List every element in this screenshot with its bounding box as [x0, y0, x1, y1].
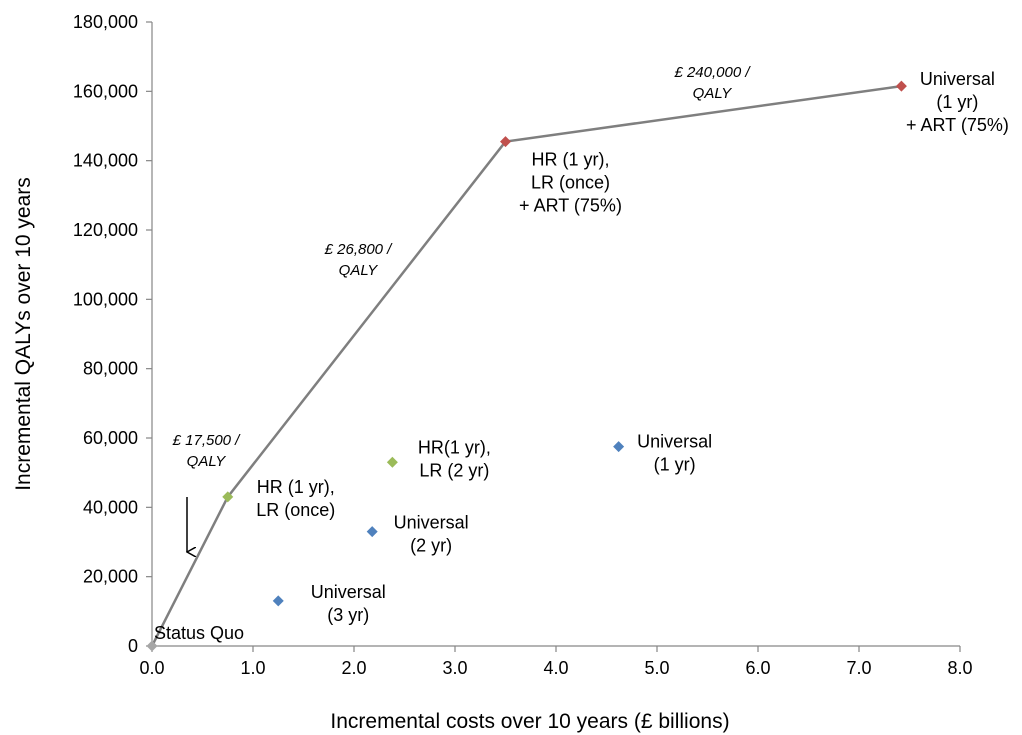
point-label-universal-2yr-line: (2 yr): [410, 536, 452, 556]
point-label-universal-1yr-line: Universal: [637, 432, 712, 452]
y-tick-label: 60,000: [83, 428, 138, 448]
annotation-icer-26800-line: QALY: [339, 262, 379, 279]
annotation-icer-17500-line: QALY: [187, 453, 227, 470]
point-label-universal-3yr: Universal (3 yr): [311, 582, 386, 625]
point-universal-1yr-art: [895, 80, 907, 92]
icer-annotations: £ 17,500 / QALY £ 26,800 / QALY £ 240,000 / Q…: [172, 64, 752, 470]
x-axis-title: Incremental costs over 10 years (£ billi…: [330, 710, 729, 733]
x-tick-label: 4.0: [543, 658, 568, 678]
point-label-hr1-lronce-art: HR (1 yr), LR (once) + ART (75%): [519, 150, 622, 216]
x-tick-label: 1.0: [240, 658, 265, 678]
point-label-universal-1yr: Universal (1 yr): [637, 432, 712, 475]
annotation-icer-240000-line: £ 240,000 /: [673, 64, 751, 81]
point-label-universal-3yr-line: (3 yr): [327, 605, 369, 625]
y-tick-label: 180,000: [73, 12, 138, 32]
y-tick-label: 80,000: [83, 359, 138, 379]
point-label-universal-1yr-art: Universal (1 yr) + ART (75%): [906, 69, 1009, 135]
point-hr1-lronce-art: [500, 136, 511, 148]
y-tick-group: 0 20,000 40,000 60,000 80,000 100,000 120,000 1…: [73, 12, 152, 656]
point-universal-1yr: [613, 441, 625, 453]
point-labels: Status Quo HR (1 yr), LR (once) HR(1 yr), LR…: [154, 69, 1009, 643]
point-universal-3yr: [272, 595, 284, 607]
x-tick-group: 0.0 1.0 2.0 3.0 4.0 5.0 6.0 7.0 8.0: [139, 646, 973, 678]
axes: [151, 22, 960, 647]
point-label-universal-2yr-line: Universal: [394, 513, 469, 533]
point-label-universal-3yr-line: Universal: [311, 582, 386, 602]
point-label-hr1-lr2: HR(1 yr), LR (2 yr): [418, 437, 491, 480]
point-label-hr1-lronce-art-line: HR (1 yr),: [532, 150, 610, 170]
point-label-universal-2yr: Universal (2 yr): [394, 513, 469, 556]
point-label-universal-1yr-line: (1 yr): [654, 455, 696, 475]
annotation-icer-240000: £ 240,000 / QALY: [673, 64, 751, 102]
point-label-hr1-lronce: HR (1 yr), LR (once): [256, 477, 335, 520]
data-points: [146, 80, 907, 652]
point-universal-2yr: [366, 526, 378, 538]
annotation-icer-26800: £ 26,800 / QALY: [324, 241, 394, 279]
x-tick-label: 5.0: [644, 658, 669, 678]
point-hr1-lr2: [386, 456, 398, 468]
annotation-icer-17500-line: £ 17,500 /: [172, 432, 242, 449]
x-tick-label: 7.0: [846, 658, 871, 678]
point-label-status-quo: Status Quo: [154, 623, 244, 643]
x-tick-label: 6.0: [745, 658, 770, 678]
point-label-universal-1yr-art-line: (1 yr): [936, 92, 978, 112]
annotation-icer-240000-line: QALY: [693, 85, 733, 102]
point-status-quo: [146, 640, 158, 652]
y-tick-label: 20,000: [83, 567, 138, 587]
point-label-universal-1yr-art-line: + ART (75%): [906, 115, 1009, 135]
y-tick-label: 160,000: [73, 81, 138, 101]
efficiency-frontier-line: [150, 84, 902, 647]
point-hr1-lronce: [222, 491, 234, 503]
y-tick-label: 0: [128, 636, 138, 656]
x-tick-label: 2.0: [341, 658, 366, 678]
point-label-hr1-lronce-art-line: LR (once): [531, 173, 610, 193]
point-label-universal-1yr-art-line: Universal: [920, 69, 995, 89]
y-axis-title: Incremental QALYs over 10 years: [12, 177, 35, 491]
point-label-status-quo-line: Status Quo: [154, 623, 244, 643]
x-tick-label: 0.0: [139, 658, 164, 678]
point-label-hr1-lr2-line: LR (2 yr): [419, 460, 489, 480]
point-label-hr1-lr2-line: HR(1 yr),: [418, 437, 491, 457]
point-label-hr1-lronce-line: HR (1 yr),: [257, 477, 335, 497]
y-tick-label: 40,000: [83, 497, 138, 517]
point-label-hr1-lronce-line: LR (once): [256, 500, 335, 520]
y-tick-label: 100,000: [73, 289, 138, 309]
annotation-icer-26800-line: £ 26,800 /: [324, 241, 394, 258]
annotation-icer-17500: £ 17,500 / QALY: [172, 432, 242, 470]
y-tick-label: 120,000: [73, 220, 138, 240]
point-label-hr1-lronce-art-line: + ART (75%): [519, 196, 622, 216]
y-tick-label: 140,000: [73, 151, 138, 171]
x-tick-label: 3.0: [442, 658, 467, 678]
x-tick-label: 8.0: [947, 658, 972, 678]
